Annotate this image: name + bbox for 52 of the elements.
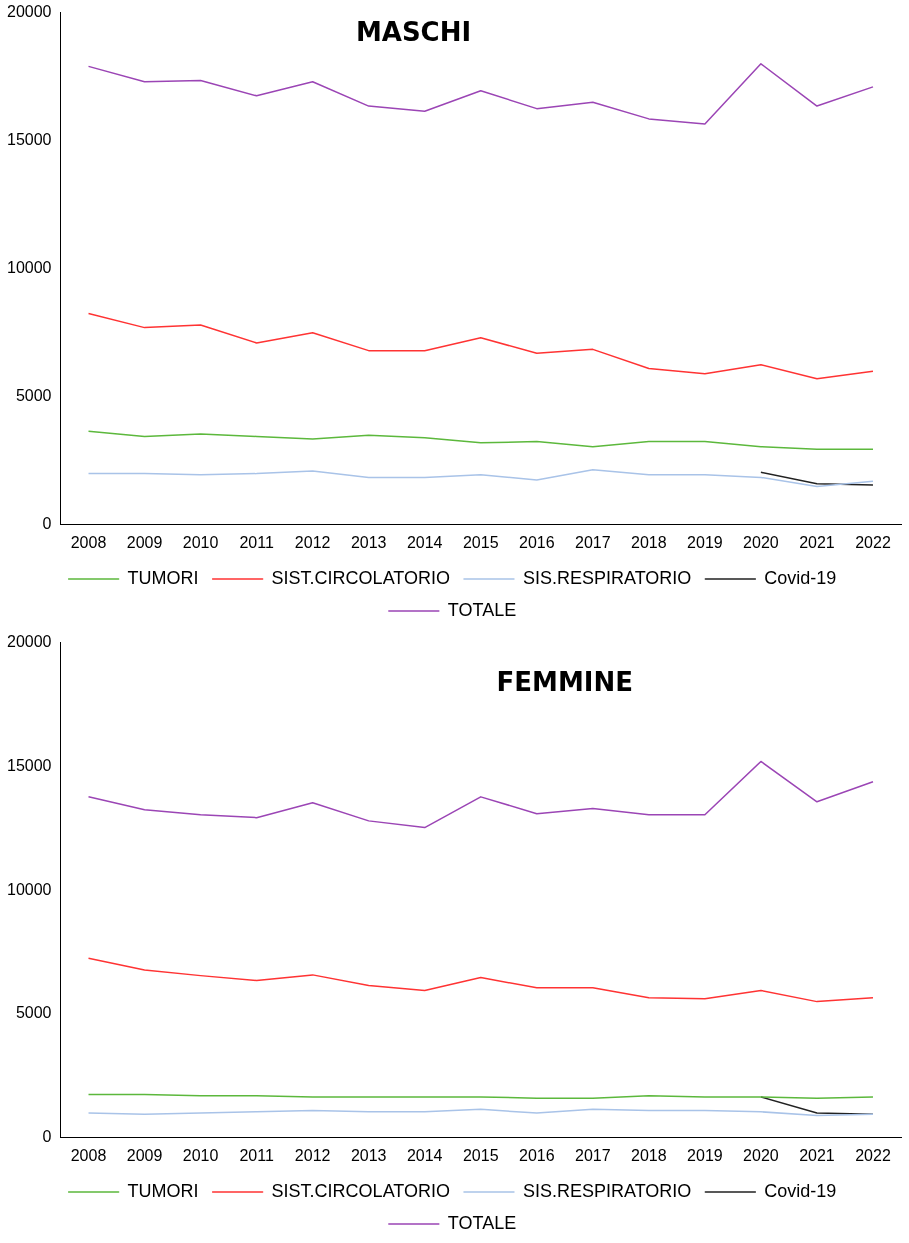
x-tick-label: 2016 bbox=[518, 533, 555, 551]
legend-label: SIST.CIRCOLATORIO bbox=[271, 1180, 450, 1201]
x-tick-label: 2019 bbox=[687, 533, 723, 551]
text: FEMMINE bbox=[496, 667, 634, 698]
x-tick-label: 2013 bbox=[350, 1146, 387, 1164]
x-tick-label: 2013 bbox=[350, 533, 387, 551]
x-tick-label: 2009 bbox=[126, 533, 163, 551]
x-tick-label: 2012 bbox=[294, 533, 331, 551]
x-tick-label: 2011 bbox=[239, 1146, 274, 1164]
legend-label: SIST.CIRCOLATORIO bbox=[271, 567, 450, 588]
x-tick-label: 2021 bbox=[799, 533, 835, 551]
x-tick-label: 2015 bbox=[462, 533, 499, 551]
y-tick-label: 20000 bbox=[6, 3, 52, 21]
x-tick-label: 2022 bbox=[855, 1146, 891, 1164]
y-tick-label: 0 bbox=[42, 1128, 52, 1146]
x-tick-label: 2018 bbox=[631, 533, 667, 551]
x-tick-label: 2021 bbox=[799, 1146, 835, 1164]
legend-label: TOTALE bbox=[447, 599, 517, 620]
y-tick-label: 5000 bbox=[15, 387, 52, 405]
y-tick-label: 10000 bbox=[6, 259, 52, 277]
x-tick-label: 2017 bbox=[575, 1146, 611, 1164]
x-tick-label: 2020 bbox=[743, 533, 779, 551]
x-tick-label: 2011 bbox=[239, 533, 274, 551]
chart-title: MASCHI bbox=[355, 17, 472, 48]
x-tick-label: 2012 bbox=[294, 1146, 331, 1164]
x-tick-label: 2020 bbox=[743, 1146, 779, 1164]
x-tick-label: 2016 bbox=[518, 1146, 555, 1164]
x-tick-label: 2014 bbox=[406, 1146, 443, 1164]
legend-label: SIS.RESPIRATORIO bbox=[522, 1180, 692, 1201]
x-tick-label: 2008 bbox=[70, 1146, 107, 1164]
x-tick-label: 2022 bbox=[855, 533, 891, 551]
legend-label: Covid-19 bbox=[764, 1180, 837, 1201]
x-tick-label: 2010 bbox=[182, 1146, 219, 1164]
x-tick-label: 2019 bbox=[687, 1146, 723, 1164]
legend-label: TUMORI bbox=[127, 1180, 199, 1201]
legend-label: TOTALE bbox=[447, 1212, 517, 1233]
y-tick-label: 20000 bbox=[6, 633, 52, 651]
y-tick-label: 15000 bbox=[6, 131, 52, 149]
x-tick-label: 2009 bbox=[126, 1146, 163, 1164]
y-tick-label: 10000 bbox=[6, 880, 52, 898]
y-tick-label: 5000 bbox=[15, 1004, 52, 1022]
x-tick-label: 2010 bbox=[182, 533, 219, 551]
x-tick-label: 2018 bbox=[631, 1146, 667, 1164]
y-tick-label: 0 bbox=[42, 515, 52, 533]
x-tick-label: 2015 bbox=[462, 1146, 499, 1164]
x-tick-label: 2014 bbox=[406, 533, 443, 551]
legend-label: Covid-19 bbox=[764, 567, 837, 588]
legend-label: SIS.RESPIRATORIO bbox=[522, 567, 692, 588]
legend-label: TUMORI bbox=[127, 567, 199, 588]
x-tick-label: 2017 bbox=[575, 533, 611, 551]
x-tick-label: 2008 bbox=[70, 533, 107, 551]
y-tick-label: 15000 bbox=[6, 756, 52, 774]
